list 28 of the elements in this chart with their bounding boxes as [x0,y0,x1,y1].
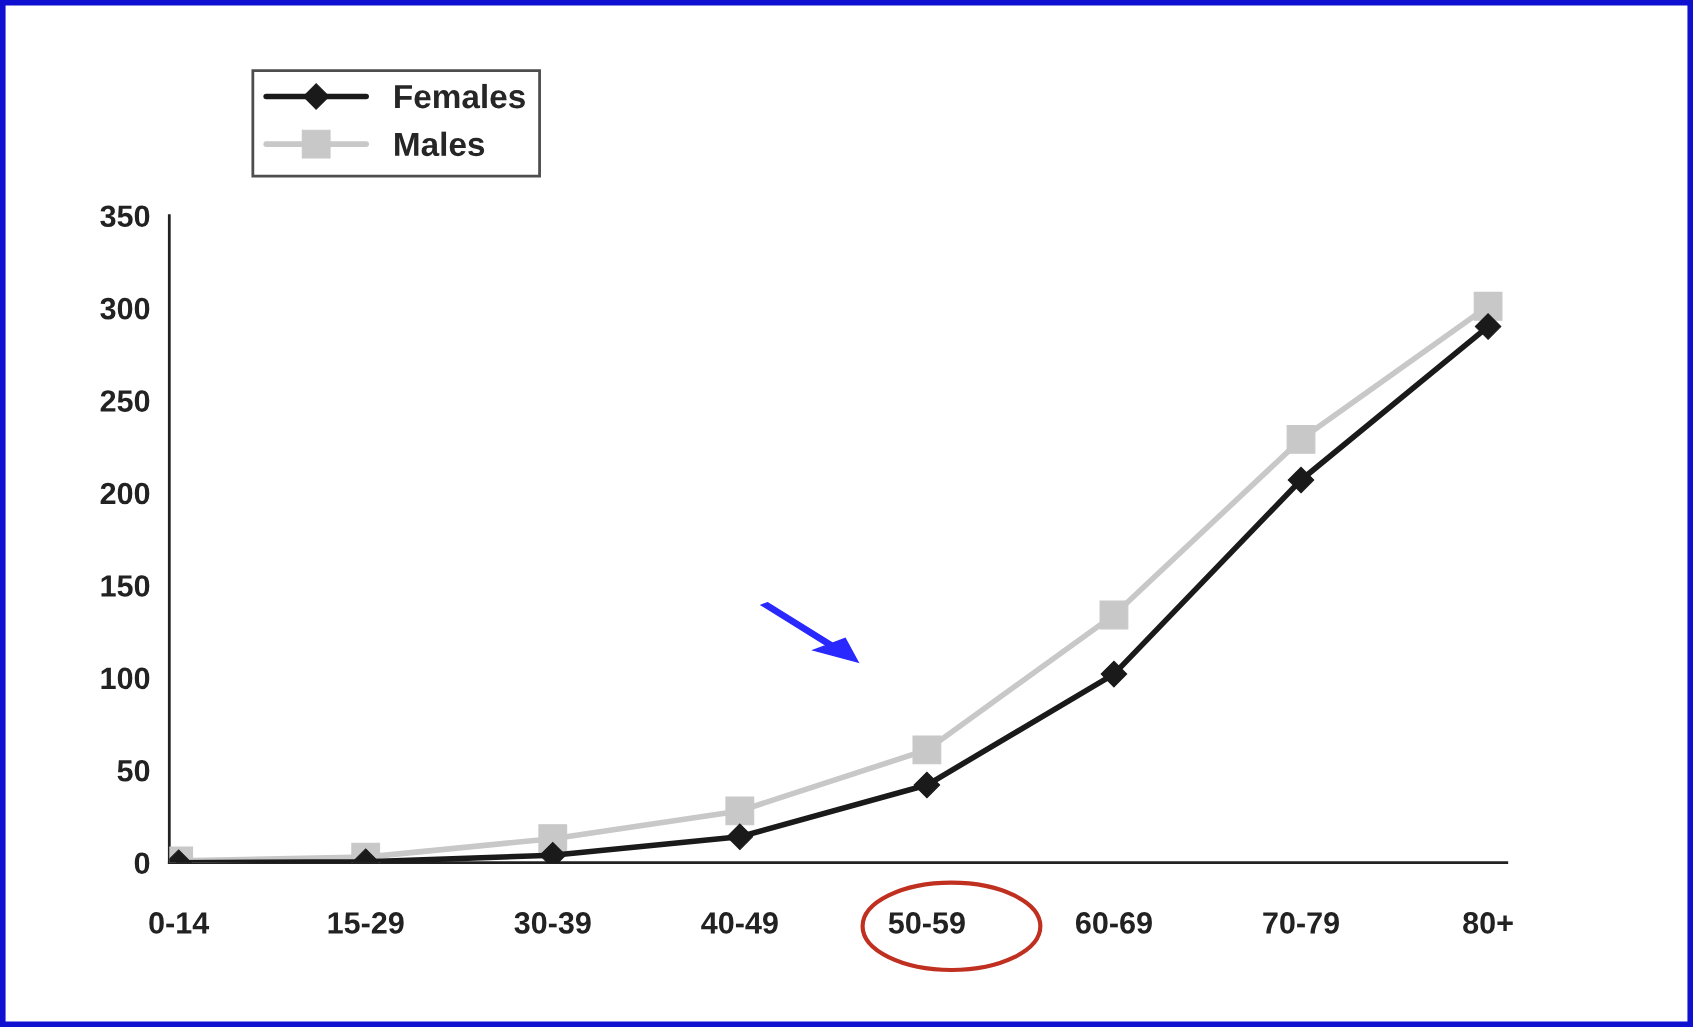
y-tick-label: 0 [134,852,150,875]
point [1473,291,1503,321]
y-tick-label: 250 [100,390,150,412]
point [1474,313,1502,340]
x-tick-label: 30-39 [514,912,591,934]
point [913,771,941,799]
x-tick-label: 70-79 [1263,912,1339,934]
point [726,823,754,851]
point [912,735,942,765]
legend-label: Males [395,131,485,157]
legend-label: Females [395,83,525,109]
point [1100,660,1128,688]
point [725,796,755,826]
x-tick-label: 50-59 [888,912,965,934]
point [1287,466,1315,494]
y-tick-label: 150 [101,575,150,597]
x-tick-label: 0-14 [149,912,210,934]
x-tick-label: 60-69 [1075,912,1152,934]
point [1286,424,1316,454]
x-tick-label: 80+ [1463,912,1513,934]
x-tick-label: 40-49 [701,912,778,934]
y-tick-label: 350 [100,205,150,228]
x-tick-label: 15-29 [328,912,404,934]
point [1099,600,1129,630]
y-tick-label: 200 [100,482,150,505]
y-tick-label: 50 [117,759,150,782]
y-tick-label: 300 [100,297,150,320]
y-tick-label: 100 [101,667,150,690]
